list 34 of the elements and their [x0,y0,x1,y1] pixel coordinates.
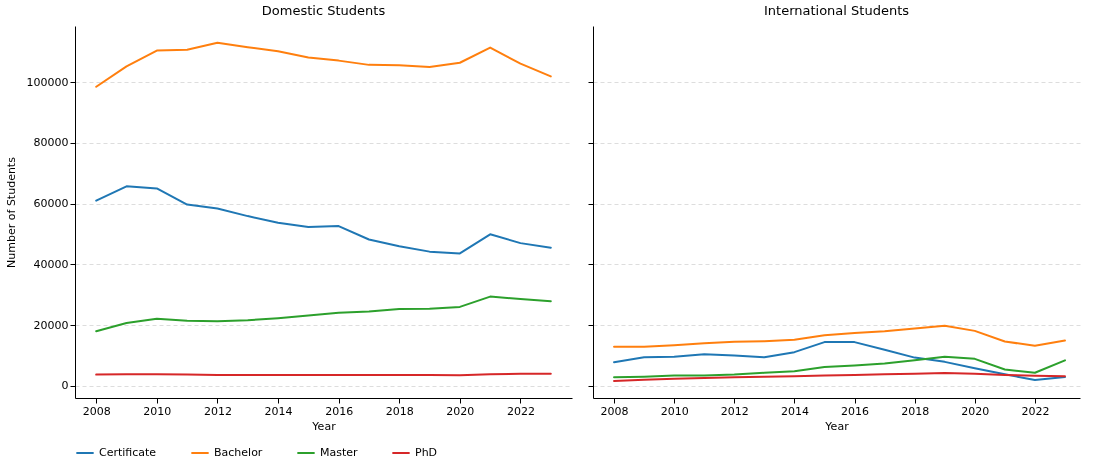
y-tick-label: 0 [61,379,69,393]
x-tick-label: 2022 [506,404,535,418]
legend-label: Certificate [99,446,157,459]
chart-title: International Students [763,3,910,18]
x-tick-label: 2018 [385,404,414,418]
x-tick-label: 2008 [82,404,111,418]
x-tick-label: 2010 [660,404,689,418]
legend-label: PhD [415,446,438,459]
y-tick-label: 100000 [26,75,69,89]
x-tick-label: 2016 [841,404,870,418]
y-tick-label: 40000 [33,257,69,271]
x-axis-title: Year [824,419,850,433]
x-tick-label: 2020 [961,404,990,418]
x-tick-label: 2018 [901,404,930,418]
line-series [95,185,552,255]
x-tick-label: 2014 [264,404,293,418]
line-series [95,295,552,333]
x-tick-label: 2014 [780,404,809,418]
x-tick-label: 2008 [600,404,629,418]
x-tick-label: 2022 [1021,404,1050,418]
y-tick-label: 20000 [33,318,69,332]
legend-label: Bachelor [214,446,263,459]
x-tick-label: 2020 [446,404,475,418]
y-tick-label: 80000 [33,136,69,150]
chart-title: Domestic Students [261,3,386,18]
legend-label: Master [320,446,359,459]
x-axis-title: Year [311,419,337,433]
x-tick-label: 2010 [143,404,172,418]
x-tick-label: 2016 [325,404,354,418]
x-tick-label: 2012 [720,404,749,418]
y-tick-label: 60000 [33,197,69,211]
x-tick-label: 2012 [203,404,232,418]
line-series [95,41,552,88]
y-axis-title: Number of Students [4,156,18,268]
